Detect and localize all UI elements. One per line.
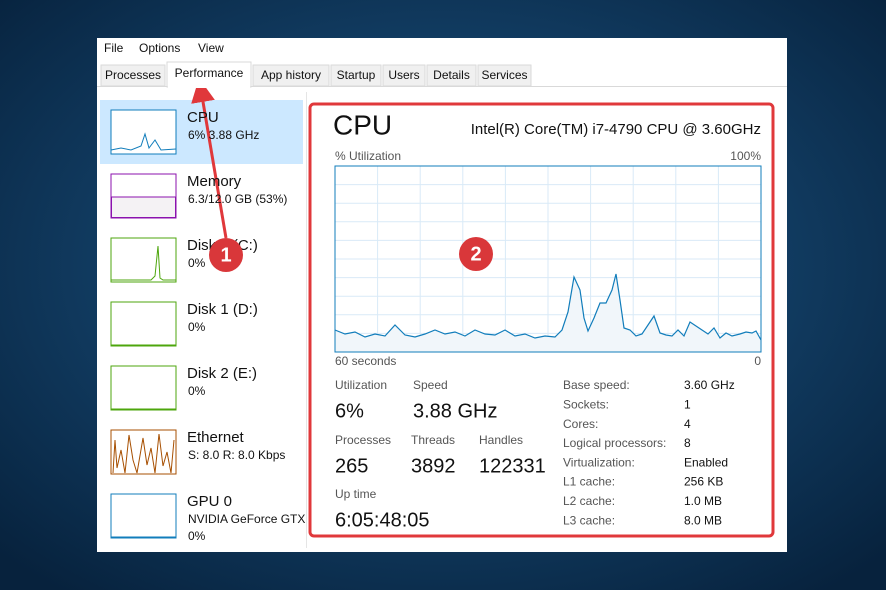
tab-label[interactable]: Processes: [105, 68, 161, 82]
highlight-box: [308, 102, 775, 538]
detail-label: Virtualization:: [563, 455, 635, 469]
content: File Options View Processes Performance App h…: [100, 41, 761, 543]
tab-label[interactable]: Details: [433, 68, 470, 82]
graph-max: 100%: [730, 149, 761, 163]
graph-min: 0: [754, 354, 761, 368]
detail-value: 1: [684, 397, 691, 411]
stat-value: 6:05:48:05: [335, 509, 430, 531]
menu-item[interactable]: View: [198, 41, 224, 55]
sidebar-detail: 0%: [188, 256, 206, 270]
thumbnail[interactable]: [110, 109, 177, 155]
stat-value: 3.88 GHz: [413, 400, 497, 422]
tab[interactable]: [426, 64, 477, 87]
detail-label: Sockets:: [563, 397, 609, 411]
sidebar-title[interactable]: Memory: [187, 173, 242, 190]
tab-label[interactable]: App history: [261, 68, 321, 82]
stat-label: Utilization: [335, 378, 387, 392]
stat-value: 265: [335, 455, 368, 477]
thumbnail[interactable]: [110, 301, 177, 347]
tab-label[interactable]: Services: [481, 68, 527, 82]
graph-area: [335, 274, 761, 352]
tab-label[interactable]: Performance: [175, 66, 244, 80]
thumbnail-fill: [111, 196, 176, 218]
tab-cover: [168, 85, 250, 88]
graph-line: [334, 273, 762, 341]
tab[interactable]: [252, 64, 330, 87]
sidebar-title[interactable]: CPU: [187, 109, 219, 126]
sidebar-title[interactable]: Disk 1 (D:): [187, 301, 258, 318]
cpu-model: Intel(R) Core(TM) i7-4790 CPU @ 3.60GHz: [471, 121, 761, 138]
tab-label[interactable]: Users: [388, 68, 419, 82]
sidebar-detail: NVIDIA GeForce GTX: [188, 512, 305, 526]
thumbnail[interactable]: [110, 365, 177, 411]
stat-label: Up time: [335, 487, 377, 501]
detail-value: 4: [684, 417, 691, 431]
sidebar-detail: 6% 3.88 GHz: [188, 128, 259, 142]
arrow: [191, 78, 228, 239]
detail-value: 3.60 GHz: [684, 378, 735, 392]
stat-label: Processes: [335, 433, 391, 447]
detail-label: L2 cache:: [563, 494, 615, 508]
stat-value: 3892: [411, 455, 456, 477]
panel-title: CPU: [333, 109, 392, 140]
detail-label: Cores:: [563, 417, 598, 431]
graph-time: 60 seconds: [335, 354, 396, 368]
graph-label: % Utilization: [335, 149, 401, 163]
sidebar-detail: 0%: [188, 384, 206, 398]
tab[interactable]: [330, 64, 382, 87]
detail-value: 256 KB: [684, 475, 723, 489]
detail-value: 8.0 MB: [684, 513, 722, 527]
thumbnail-line: [111, 245, 176, 281]
sidebar-detail: 0%: [188, 320, 206, 334]
sidebar-title[interactable]: GPU 0: [187, 493, 232, 510]
stat-label: Speed: [413, 378, 448, 392]
sidebar-title[interactable]: Ethernet: [187, 429, 245, 446]
thumbnail[interactable]: [110, 493, 177, 539]
detail-label: L3 cache:: [563, 513, 615, 527]
cpu-graph: [334, 165, 762, 353]
annotation-badge: [459, 237, 493, 271]
sidebar-detail: 0%: [188, 529, 206, 543]
thumbnail-line: [112, 433, 175, 474]
tab[interactable]: [477, 64, 532, 87]
tab[interactable]: [100, 64, 166, 87]
stat-value: 6%: [335, 400, 364, 422]
detail-value: 1.0 MB: [684, 494, 722, 508]
detail-label: Logical processors:: [563, 436, 666, 450]
thumbnail[interactable]: [110, 237, 177, 283]
stat-value: 122331: [479, 455, 546, 477]
tab[interactable]: [382, 64, 426, 87]
annotation-number: 1: [220, 244, 231, 266]
sidebar-divider: [306, 92, 307, 548]
menu-item[interactable]: File: [104, 41, 124, 55]
annotation-number: 2: [470, 243, 481, 265]
annotation-badge: [209, 238, 243, 272]
thumbnail-line: [110, 132, 177, 151]
stat-label: Threads: [411, 433, 455, 447]
sidebar-detail: S: 8.0 R: 8.0 Kbps: [188, 448, 285, 462]
menu-item[interactable]: Options: [139, 41, 180, 55]
detail-label: Base speed:: [563, 378, 630, 392]
graph-border: [334, 165, 762, 353]
detail-value: 8: [684, 436, 691, 450]
stat-label: Handles: [479, 433, 523, 447]
tab-label[interactable]: Startup: [337, 68, 376, 82]
detail-label: L1 cache:: [563, 475, 615, 489]
sidebar-detail: 6.3/12.0 GB (53%): [188, 192, 287, 206]
sidebar-title[interactable]: Disk 2 (E:): [187, 365, 257, 382]
detail-value: Enabled: [684, 455, 728, 469]
tab[interactable]: [166, 61, 252, 88]
